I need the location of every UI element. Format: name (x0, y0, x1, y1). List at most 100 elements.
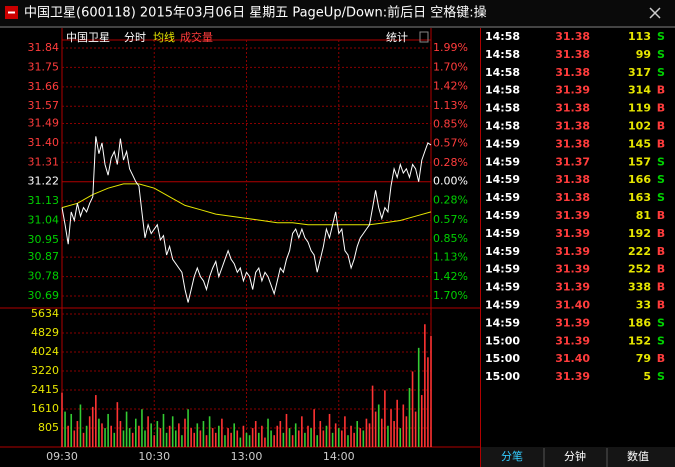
volume-bar (427, 357, 429, 447)
volume-bar (242, 425, 245, 447)
trade-side: B (657, 281, 665, 294)
trade-time: 14:59 (485, 191, 520, 204)
trade-time: 14:58 (485, 120, 520, 133)
trade-time: 14:59 (485, 245, 520, 258)
volume-bar (119, 421, 122, 447)
header-volume: 成交量 (180, 30, 213, 44)
volume-bar (113, 432, 116, 447)
volume-tick-label: 4829 (31, 326, 59, 339)
volume-bar (104, 428, 106, 447)
tab[interactable]: 数值 (627, 450, 649, 463)
volume-bar (384, 390, 386, 447)
volume-bar (131, 432, 134, 447)
trade-price: 31.38 (555, 48, 590, 61)
trade-volume: 102 (628, 120, 651, 133)
volume-bar (239, 437, 242, 447)
volume-bar (187, 409, 189, 447)
volume-tick-label: 3220 (31, 364, 59, 377)
trade-time: 14:59 (485, 316, 520, 329)
trade-price: 31.38 (555, 137, 590, 150)
trade-volume: 157 (628, 155, 651, 168)
volume-bar (214, 432, 217, 447)
stats-label[interactable]: 统计 (386, 31, 408, 44)
trade-volume: 79 (636, 352, 651, 365)
volume-bar (353, 432, 355, 447)
trade-volume: 338 (628, 281, 651, 294)
volume-bar (251, 428, 254, 447)
stats-box[interactable] (419, 31, 429, 43)
volume-bar (420, 395, 423, 447)
volume-bar (279, 421, 282, 447)
trade-time: 14:59 (485, 263, 520, 276)
tab[interactable]: 分钟 (564, 449, 586, 463)
volume-bar (399, 428, 402, 447)
y2-tick-label: 0.57% (433, 136, 468, 149)
volume-bar (393, 421, 395, 447)
volume-bar (387, 425, 389, 447)
volume-bar (408, 387, 411, 447)
y2-tick-label: 1.70% (433, 60, 468, 73)
volume-bar (414, 411, 417, 447)
volume-bar (417, 347, 420, 447)
header-mode: 分时 (124, 31, 146, 44)
volume-bar (116, 402, 119, 447)
volume-tick-label: 4024 (31, 345, 59, 358)
x-tick-label: 10:30 (138, 450, 170, 463)
volume-bar (202, 421, 205, 447)
volume-bar (341, 430, 343, 447)
trade-time: 14:59 (485, 173, 520, 186)
volume-bar (276, 425, 279, 447)
trade-time: 14:59 (485, 227, 520, 240)
trade-side: S (657, 155, 665, 168)
trade-volume: 222 (628, 245, 651, 258)
window-title: 中国卫星(600118) 2015年03月06日 星期五 PageUp/Down… (24, 5, 487, 21)
trade-volume: 99 (636, 48, 651, 61)
trade-volume: 145 (628, 137, 651, 150)
volume-bar (199, 430, 202, 447)
x-tick-label: 14:00 (323, 450, 355, 463)
trade-price: 31.39 (555, 209, 590, 222)
y-tick-label: 31.22 (28, 175, 60, 188)
trade-price: 31.40 (555, 352, 590, 365)
y2-tick-label: 0.57% (433, 213, 468, 226)
trade-volume: 314 (628, 84, 651, 97)
volume-bar (230, 432, 232, 447)
volume-bar (291, 435, 294, 447)
volume-bar (254, 421, 257, 447)
trade-side: B (657, 102, 665, 115)
volume-bar (159, 428, 162, 447)
volume-bar (82, 432, 85, 447)
trade-time: 14:58 (485, 84, 520, 97)
volume-bar (208, 416, 211, 447)
volume-tick-label: 5634 (31, 307, 59, 320)
trade-price: 31.38 (555, 120, 590, 133)
trade-volume: 113 (628, 30, 651, 43)
volume-bar (310, 428, 312, 447)
header-avg: 均线 (153, 30, 175, 44)
price-line (61, 136, 432, 303)
trade-side: B (657, 120, 665, 133)
volume-bar (107, 413, 109, 447)
volume-bar (362, 430, 365, 447)
trade-side: S (657, 334, 665, 347)
volume-bar (122, 430, 125, 447)
volume-bar (322, 430, 325, 447)
trade-side: S (657, 173, 665, 186)
trade-side: B (657, 84, 665, 97)
volume-bar (337, 428, 340, 447)
y2-tick-label: 1.13% (433, 251, 468, 264)
tab[interactable]: 分笔 (501, 449, 523, 463)
volume-bar (147, 416, 149, 447)
trade-price: 31.39 (555, 84, 590, 97)
trade-side: S (657, 48, 665, 61)
trade-side: S (657, 66, 665, 79)
volume-bar (304, 432, 306, 447)
trade-volume: 152 (628, 334, 651, 347)
volume-bar (125, 411, 128, 447)
close-button[interactable] (649, 7, 661, 19)
trade-price: 31.39 (555, 281, 590, 294)
volume-bar (168, 425, 171, 447)
trade-time: 14:59 (485, 281, 520, 294)
trade-side: S (657, 30, 665, 43)
volume-bar (344, 416, 346, 447)
